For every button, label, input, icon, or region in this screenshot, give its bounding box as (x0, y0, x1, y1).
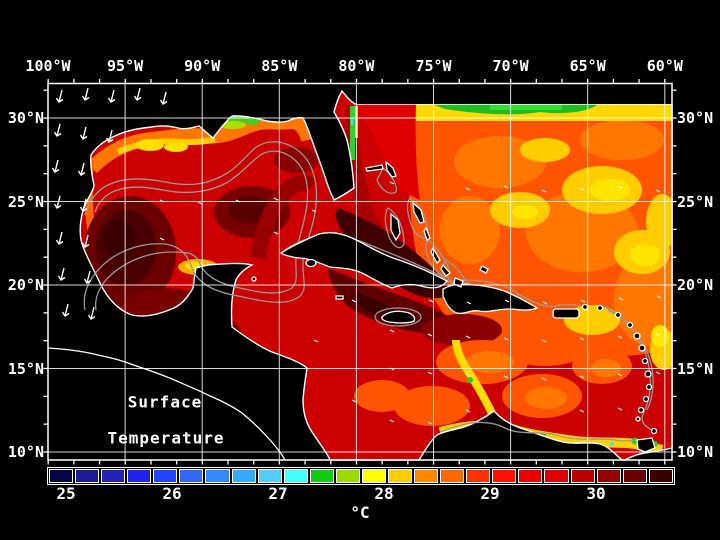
colorbar-cell (466, 469, 491, 483)
islands (251, 160, 658, 453)
colorbar-cell (518, 469, 543, 483)
sst-field (80, 91, 672, 460)
island-cuba (279, 232, 448, 289)
colorbar-cell (257, 469, 282, 483)
colorbar-cell (205, 469, 230, 483)
colorbar-tick-label: 30 (586, 484, 606, 503)
colorbar-cell (75, 469, 100, 483)
lon-tick-label: 70°W (492, 57, 529, 75)
colorbar-cell (127, 469, 152, 483)
island-puerto-rico (552, 308, 580, 319)
coastline-mainland (79, 89, 673, 461)
colorbar-cell (49, 469, 74, 483)
lon-tick-label: 65°W (569, 57, 606, 75)
colorbar-cell (492, 469, 517, 483)
lat-tick-label: 25°N (7, 192, 44, 211)
annotation-surface: Surface (127, 392, 203, 412)
colorbar-cell (231, 469, 256, 483)
colorbar-tick-label: 28 (374, 484, 394, 503)
colorbar-unit: °C (350, 503, 370, 522)
lon-tick-label: 60°W (646, 57, 683, 75)
colorbar-cell (335, 469, 360, 483)
colorbar-cell (648, 469, 673, 483)
colorbar-tick-label: 29 (480, 484, 500, 503)
colorbar-tick-label: 27 (268, 484, 288, 503)
axis-ticks (43, 79, 677, 465)
lat-tick-label: 30°N (677, 109, 714, 127)
island-jamaica (381, 310, 416, 324)
lat-tick-label: 30°N (7, 109, 44, 127)
coastline-pacific (47, 347, 286, 461)
lat-tick-label: 20°N (677, 276, 714, 294)
colorbar-cell (570, 469, 595, 483)
colorbar-cell (179, 469, 204, 483)
colorbar-cell (622, 469, 647, 483)
no-data-mask (356, 84, 672, 104)
lat-tick-label: 15°N (677, 359, 714, 378)
colorbar-cell (153, 469, 178, 483)
lat-tick-label: 20°N (7, 276, 44, 294)
lat-tick-label: 10°N (7, 443, 44, 461)
colorbar-tick-label: 26 (162, 484, 182, 503)
colorbar-cell (283, 469, 308, 483)
colorbar-cell (440, 469, 465, 483)
island-trinidad (636, 437, 656, 453)
colorbar-cell (388, 469, 413, 483)
lon-tick-label: 95°W (107, 57, 144, 75)
lon-tick-label: 90°W (184, 57, 221, 75)
map-frame (47, 82, 673, 461)
colorbar-cell (414, 469, 439, 483)
colorbar-tick-label: 25 (56, 484, 76, 503)
lon-tick-label: 75°W (415, 57, 452, 75)
colorbar-cell (596, 469, 621, 483)
island-isla-juventud (305, 258, 317, 268)
lon-tick-label: 85°W (261, 57, 298, 75)
lat-tick-label: 15°N (7, 359, 44, 378)
annotation-temperature: Temperature (107, 428, 225, 448)
colorbar-cell (361, 469, 387, 483)
colorbar-cell (101, 469, 126, 483)
lat-tick-label: 10°N (677, 443, 714, 461)
lat-tick-label: 25°N (677, 192, 714, 211)
colorbar-cell (544, 469, 569, 483)
wind-vectors (51, 87, 662, 425)
lon-tick-label: 100°W (25, 57, 71, 75)
lon-tick-label: 80°W (338, 57, 375, 75)
colorbar-cell (309, 469, 334, 483)
grid-lines (48, 83, 672, 460)
colorbar (47, 467, 675, 485)
